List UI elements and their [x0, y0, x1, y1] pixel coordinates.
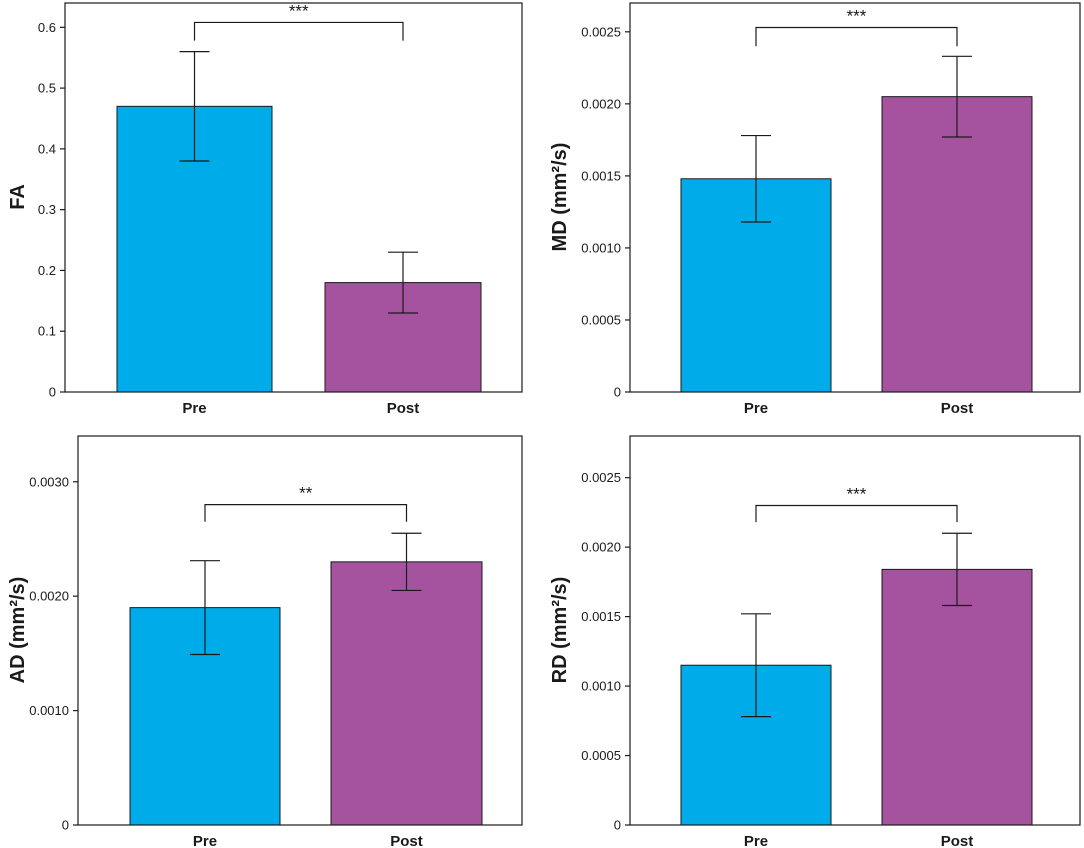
- y-tick-label: 0.0010: [581, 679, 621, 694]
- y-axis-title: RD (mm²/s): [549, 577, 571, 684]
- y-tick-label: 0.0020: [581, 540, 621, 555]
- y-tick-label: 0.0020: [29, 589, 69, 604]
- y-tick-label: 0.0025: [581, 470, 621, 485]
- significance-bracket: [755, 504, 958, 523]
- y-axis-title: FA: [7, 184, 29, 210]
- chart-panel-4: Pre Post 0 0.0005 0.0010 0.0015 0.0020 0.0025 **…: [549, 435, 1081, 848]
- x-tick-label: Post: [390, 833, 423, 848]
- y-tick-label: 0.0015: [581, 609, 621, 624]
- x-tick-label: Pre: [744, 400, 768, 417]
- plot-frame: [629, 2, 1081, 393]
- bar-post: [330, 561, 483, 826]
- y-axis-title: MD (mm²/s): [549, 143, 571, 252]
- y-tick-label: 0.0005: [581, 312, 621, 327]
- plot-frame: [77, 435, 523, 826]
- x-tick-label: Post: [941, 833, 974, 848]
- plot-frame: [64, 2, 523, 393]
- y-tick-label: 0.3: [38, 202, 56, 217]
- significance-label: ***: [289, 1, 309, 20]
- y-tick-label: 0.4: [38, 141, 56, 156]
- significance-bracket: [204, 504, 408, 522]
- significance-label: ***: [847, 484, 867, 503]
- x-tick-label: Pre: [744, 833, 768, 848]
- significance-label: ***: [847, 6, 867, 25]
- bar-post: [881, 568, 1033, 826]
- chart-panel-1: Pre Post 0 0.1 0.2 0.3 0.4 0.5 0.6 *** FA: [7, 1, 523, 417]
- plot-frame: [629, 435, 1081, 826]
- y-tick-label: 0.0025: [581, 24, 621, 39]
- x-tick-label: Post: [387, 400, 420, 417]
- y-tick-label: 0.5: [38, 81, 56, 96]
- x-tick-label: Pre: [193, 833, 217, 848]
- significance-label: **: [299, 484, 313, 503]
- x-tick-label: Post: [941, 400, 974, 417]
- y-tick-label: 0: [614, 818, 621, 833]
- y-tick-label: 0.6: [38, 20, 56, 35]
- y-tick-label: 0.0020: [581, 96, 621, 111]
- significance-bracket: [755, 26, 958, 47]
- y-tick-label: 0: [614, 385, 621, 400]
- y-tick-label: 0: [49, 385, 56, 400]
- y-tick-label: 0: [62, 818, 69, 833]
- chart-panel-3: Pre Post 0 0.0010 0.0020 0.0030 ** AD (mm²/s): [7, 435, 523, 848]
- y-tick-label: 0.0015: [581, 168, 621, 183]
- y-tick-label: 0.0005: [581, 748, 621, 763]
- y-axis-title: AD (mm²/s): [7, 577, 29, 684]
- bar-post: [881, 96, 1033, 393]
- chart-panel-2: Pre Post 0 0.0005 0.0010 0.0015 0.0020 0.0025 **…: [549, 2, 1081, 417]
- y-tick-label: 0.0010: [29, 703, 69, 718]
- y-tick-label: 0.0030: [29, 474, 69, 489]
- significance-bracket: [193, 21, 404, 41]
- y-tick-label: 0.2: [38, 263, 56, 278]
- y-tick-label: 0.0010: [581, 240, 621, 255]
- x-tick-label: Pre: [182, 400, 206, 417]
- y-tick-label: 0.1: [38, 324, 56, 339]
